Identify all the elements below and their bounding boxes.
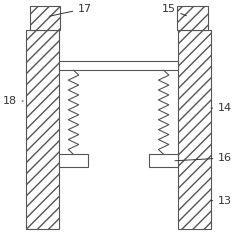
Bar	[59, 61, 177, 70]
Bar	[59, 154, 87, 168]
Bar	[149, 154, 177, 168]
Text: 17: 17	[49, 4, 92, 16]
Bar	[30, 6, 60, 30]
Bar	[177, 30, 210, 229]
Text: 14: 14	[210, 103, 232, 113]
Bar	[26, 30, 59, 229]
Text: 18: 18	[2, 96, 23, 106]
Bar	[176, 6, 207, 30]
Text: 16: 16	[174, 153, 232, 163]
Text: 15: 15	[161, 4, 186, 16]
Text: 13: 13	[210, 196, 232, 206]
